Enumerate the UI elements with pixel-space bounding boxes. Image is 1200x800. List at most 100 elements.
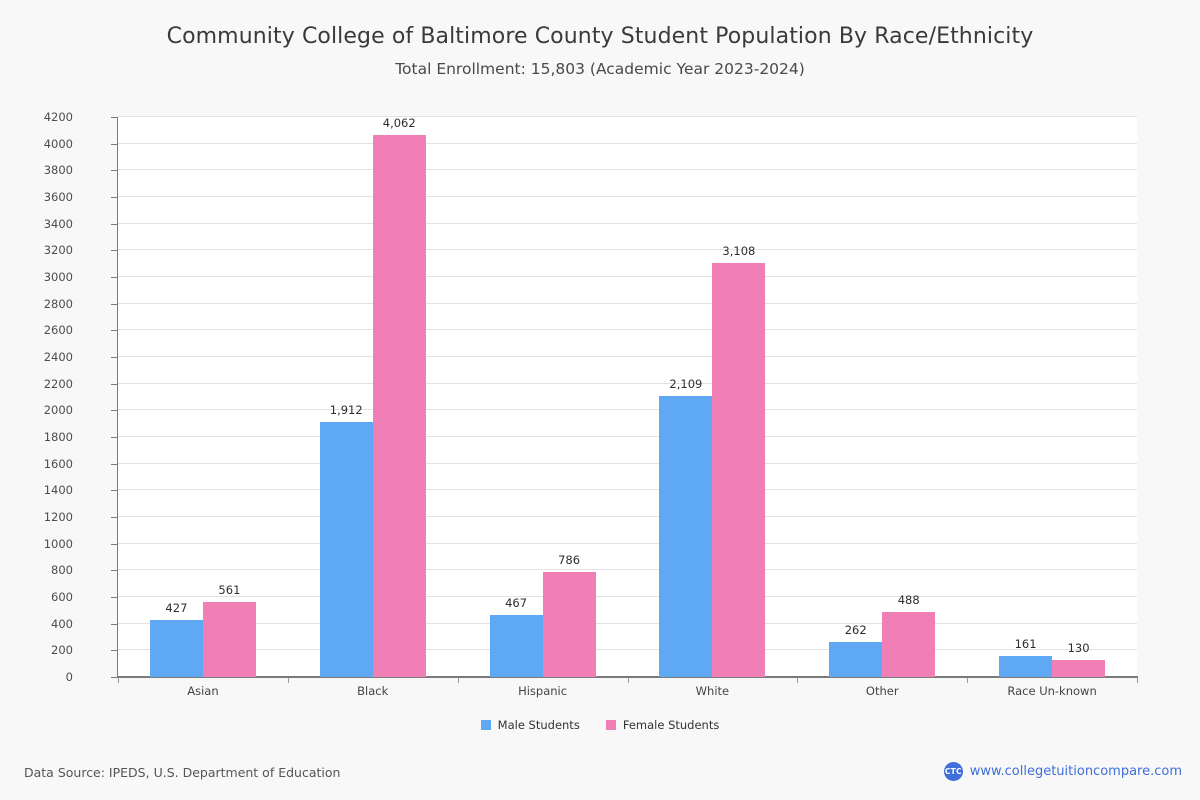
y-axis-tick-label: 1800 xyxy=(43,430,73,444)
y-axis-tick-mark xyxy=(111,517,117,518)
y-axis-tick-mark xyxy=(111,357,117,358)
x-axis-tick-mark xyxy=(627,678,629,683)
x-axis-labels: Asian Black Hispanic White Other Race Un-know… xyxy=(118,684,1137,698)
bar[interactable]: 262 xyxy=(829,623,883,677)
x-axis-tick-mark xyxy=(457,678,459,683)
gridline xyxy=(118,196,1137,197)
y-axis-tick-mark xyxy=(111,623,117,625)
bar-value-label: 161 xyxy=(1014,636,1037,651)
y-axis-tick-label: 3200 xyxy=(43,243,73,258)
bar[interactable]: 1,912 xyxy=(319,403,373,677)
x-axis-tick-mark xyxy=(1137,678,1138,683)
brand-link[interactable]: CTC www.collegetuitioncompare.com xyxy=(943,762,1182,781)
legend-swatch-icon xyxy=(605,720,616,730)
brand-url-text: www.collegetuitioncompare.com xyxy=(969,764,1182,779)
bar[interactable]: 4,062 xyxy=(372,116,426,677)
gridline xyxy=(118,516,1137,517)
legend-item[interactable]: Male Students xyxy=(480,718,580,732)
gridline xyxy=(118,596,1137,597)
y-axis-tick-label: 3800 xyxy=(43,163,73,178)
y-axis-tick-mark xyxy=(111,143,117,145)
gridline xyxy=(118,302,1137,304)
y-axis-tick-label: 4000 xyxy=(43,136,73,151)
bar[interactable]: 786 xyxy=(542,553,596,677)
gridline xyxy=(118,436,1137,437)
bar-value-label: 4,062 xyxy=(382,116,416,131)
bar-value-label: 786 xyxy=(558,553,581,568)
y-axis-tick-mark xyxy=(111,677,117,678)
legend-item[interactable]: Female Students xyxy=(605,718,720,732)
bar[interactable]: 130 xyxy=(1052,641,1106,677)
y-axis-tick-mark xyxy=(111,490,117,492)
gridline xyxy=(118,249,1137,251)
bar-value-label: 262 xyxy=(844,623,867,638)
x-axis-tick-mark xyxy=(967,678,969,683)
plot-area xyxy=(118,117,1137,677)
bar-group: 161 130 xyxy=(967,117,1137,677)
gridline xyxy=(118,569,1137,571)
x-axis-tick-label: Black xyxy=(357,684,389,698)
bar[interactable]: 488 xyxy=(882,593,936,677)
y-axis-tick-mark xyxy=(111,437,117,438)
bar-group: 1,912 4,062 xyxy=(288,116,458,677)
y-axis-tick-mark xyxy=(111,570,117,572)
x-axis-line xyxy=(117,676,1138,678)
bar[interactable]: 3,108 xyxy=(712,244,766,677)
bar[interactable]: 467 xyxy=(489,596,543,677)
bar[interactable]: 2,109 xyxy=(659,377,713,677)
y-axis-tick-label: 3400 xyxy=(43,216,73,231)
x-axis-tick-mark xyxy=(287,678,289,683)
y-axis-tick-label: 1200 xyxy=(43,510,73,524)
y-axis-tick-mark xyxy=(111,330,117,332)
bar-value-label: 488 xyxy=(897,592,920,607)
gridline xyxy=(118,382,1137,384)
y-axis-tick-mark xyxy=(111,277,117,278)
bar-value-label: 3,108 xyxy=(722,243,756,258)
bar[interactable]: 561 xyxy=(202,583,256,677)
y-axis-tick-mark xyxy=(111,597,117,598)
bar-group: 2,109 3,108 xyxy=(627,117,797,677)
y-axis-tick-label: 2400 xyxy=(43,350,73,364)
y-axis-tick-mark xyxy=(111,170,117,172)
y-axis-tick-label: 800 xyxy=(51,563,73,578)
y-axis-tick-mark xyxy=(111,650,117,652)
y-axis-tick-label: 1000 xyxy=(43,536,73,551)
bar[interactable]: 161 xyxy=(999,637,1053,677)
y-axis-tick-label: 600 xyxy=(51,590,73,604)
y-axis-tick-label: 4200 xyxy=(43,110,73,124)
bars-layer: 427 561 1,912 4,062 467 786 2,109 3,108 262 488 16… xyxy=(118,116,1137,677)
gridline xyxy=(118,622,1137,624)
y-axis-tick-label: 1600 xyxy=(43,456,73,471)
y-axis-tick-label: 0 xyxy=(65,670,73,684)
chart-legend: Male Students Female Students xyxy=(0,718,1200,732)
x-axis-tick-label: Asian xyxy=(187,684,219,698)
y-axis-tick-mark xyxy=(111,543,117,545)
bar-value-label: 130 xyxy=(1067,640,1090,655)
gridline xyxy=(118,329,1137,331)
y-axis-tick-mark xyxy=(111,117,117,118)
bar-value-label: 1,912 xyxy=(329,403,363,418)
legend-label: Male Students xyxy=(497,718,580,732)
y-axis-tick-label: 2600 xyxy=(43,323,73,338)
bar-value-label: 427 xyxy=(165,601,188,616)
y-axis-tick-label: 3000 xyxy=(43,270,73,284)
bar-value-label: 467 xyxy=(505,595,528,610)
y-axis-line xyxy=(117,117,118,678)
x-axis-tick-mark xyxy=(797,678,799,683)
y-axis-tick-mark xyxy=(111,197,117,198)
y-axis-tick-label: 400 xyxy=(51,616,73,631)
bar[interactable]: 427 xyxy=(149,601,203,677)
ctc-logo-icon: CTC xyxy=(943,762,963,781)
x-axis-tick-mark xyxy=(118,678,119,683)
y-axis-tick-mark xyxy=(111,463,117,465)
data-source-note: Data Source: IPEDS, U.S. Department of E… xyxy=(24,765,341,780)
gridline xyxy=(118,169,1137,171)
chart-subtitle: Total Enrollment: 15,803 (Academic Year … xyxy=(395,60,805,78)
y-axis-tick-mark xyxy=(111,250,117,252)
bar-group: 427 561 xyxy=(118,117,288,677)
plot-wrapper: 427 561 1,912 4,062 467 786 2,109 3,108 262 488 16… xyxy=(117,116,1138,678)
y-axis-tick-mark xyxy=(111,383,117,385)
gridline xyxy=(118,489,1137,491)
legend-label: Female Students xyxy=(622,718,720,732)
